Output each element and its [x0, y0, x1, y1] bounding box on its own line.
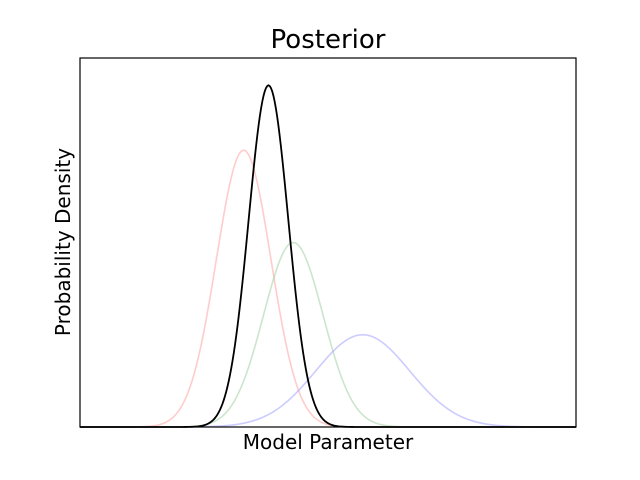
series-line-curve-red — [80, 149, 576, 428]
y-axis-label: Probability Density — [51, 148, 75, 336]
series-line-curve-black — [80, 84, 576, 428]
x-axis-label: Model Parameter — [243, 430, 414, 454]
series-line-curve-blue — [80, 333, 576, 428]
plot-frame — [79, 57, 577, 428]
chart-title: Posterior — [271, 25, 386, 55]
plot-area-curves — [80, 84, 576, 428]
series-line-curve-green — [80, 241, 576, 428]
